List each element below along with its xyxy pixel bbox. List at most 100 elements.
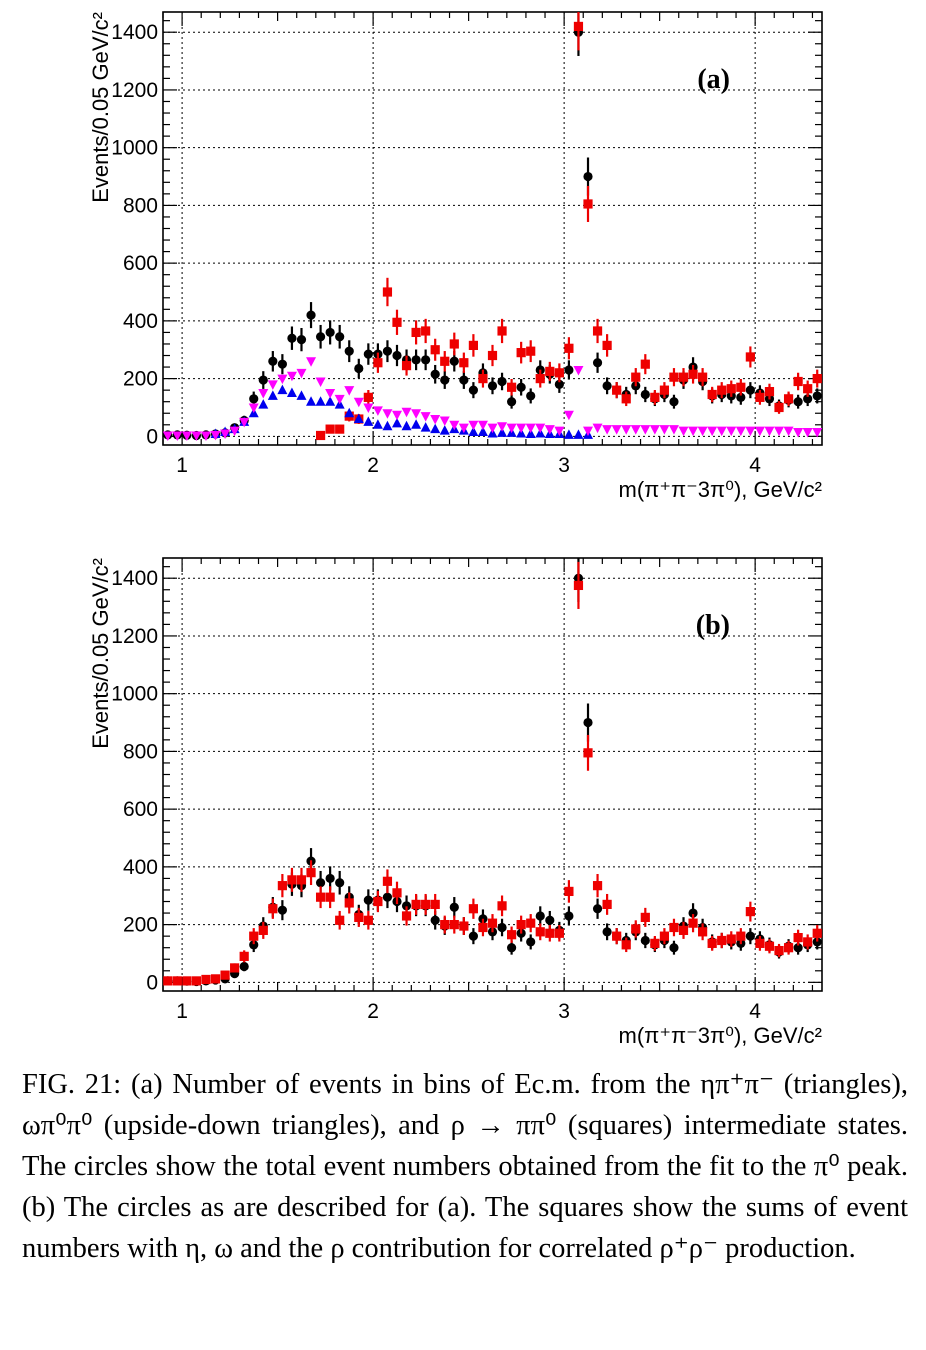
x-tick-label: 1 [176,1000,188,1023]
data-point-triangle-down [344,386,355,396]
data-point-square [726,934,736,944]
data-point-circle [564,365,574,375]
data-point-square [363,915,373,925]
data-point-triangle-down [497,422,508,432]
data-point-triangle-down [563,410,574,421]
data-point-triangle-down [477,420,488,431]
data-point-triangle [468,426,479,437]
data-point-triangle [315,396,326,406]
data-point-square [344,898,354,908]
data-point-square [745,907,755,917]
data-point-square [478,374,488,384]
data-point-circle [468,385,478,395]
data-point-square [239,951,249,961]
data-point-triangle [267,390,278,400]
data-point-square [583,199,593,209]
data-point-square [268,904,278,914]
data-point-triangle-down [726,426,737,437]
data-layer [163,558,822,987]
data-point-square [258,925,268,935]
data-point-triangle-down [200,431,211,441]
data-point-circle [545,915,555,925]
data-point-square [382,287,393,297]
data-point-circle [401,901,412,911]
data-point-triangle-down [391,410,402,421]
y-tick-label: 200 [123,368,158,391]
data-point-circle [440,375,450,385]
data-point-square [287,875,297,885]
y-tick-label: 1200 [111,79,158,102]
data-point-circle [736,392,746,402]
data-point-square [306,868,316,878]
data-point-circle [363,895,373,905]
x-tick-label: 3 [558,1000,570,1023]
data-point-circle [592,358,603,368]
data-point-triangle [382,420,393,431]
data-point-square [688,369,698,379]
data-point-triangle-down [353,397,364,408]
data-point-square [401,911,412,921]
data-point-square [468,904,478,914]
data-point-square [621,940,631,950]
x-tick-label: 4 [749,1000,761,1023]
figure-caption: FIG. 21: (a) Number of events in bins of… [22,1069,908,1264]
data-point-triangle [401,420,412,431]
data-point-square [793,932,803,943]
data-point-square [669,372,679,382]
x-tick-label: 1 [176,454,188,477]
data-point-circle [793,943,803,953]
data-point-triangle-down [239,417,250,428]
data-point-square [592,326,603,336]
data-point-triangle-down [516,423,527,434]
data-point-circle [803,394,813,404]
data-point-square [726,384,736,394]
chart-panel-b: 1 2 3 4 0 200 400 600 800 1000 1200 1400 m(π⁺π⁻3π⁰),… [0,546,926,1086]
data-point-triangle-down [697,426,708,437]
data-point-square [526,346,536,356]
data-point-circle [421,355,431,365]
data-point-circle [277,359,287,369]
data-point-triangle-down [544,425,555,435]
data-point-circle [449,902,459,912]
data-point-square [803,384,813,394]
data-point-circle [592,904,603,914]
data-point-circle [535,911,545,921]
data-point-circle [430,369,440,379]
data-point-triangle-down [382,409,393,419]
data-point-triangle-down [754,426,765,437]
data-point-triangle-down [258,389,269,399]
x-tick-label: 2 [367,454,379,477]
data-point-square [736,931,746,941]
data-point-square [783,943,794,953]
data-point-triangle-down [372,406,383,416]
data-point-circle [487,381,498,391]
data-point-circle [669,397,679,407]
data-point-square [812,928,822,938]
data-point-circle [287,333,297,343]
y-tick-label: 400 [123,856,158,879]
data-point-triangle [306,396,317,406]
data-point-triangle [325,396,336,406]
data-point-circle [516,382,526,392]
data-point-triangle-down [181,431,192,441]
data-point-circle [812,391,822,401]
data-point-triangle-down [439,416,450,426]
data-point-square [325,892,335,902]
data-point-triangle-down [793,428,804,438]
data-point-circle [688,908,698,918]
y-tick-label: 0 [146,425,158,448]
data-point-square [478,922,488,933]
data-point-triangle-down [678,426,689,437]
y-tick-label: 200 [123,914,158,937]
data-point-triangle-down [573,365,584,376]
panel-label: (b) [696,610,730,641]
data-point-square [401,361,412,371]
data-point-square [545,928,555,938]
data-point-square [583,748,593,758]
data-point-circle [296,335,307,345]
data-point-circle [411,355,421,365]
data-point-square [487,350,498,361]
data-point-square [249,931,259,941]
data-point-circle [344,346,354,356]
data-point-square [774,402,784,413]
